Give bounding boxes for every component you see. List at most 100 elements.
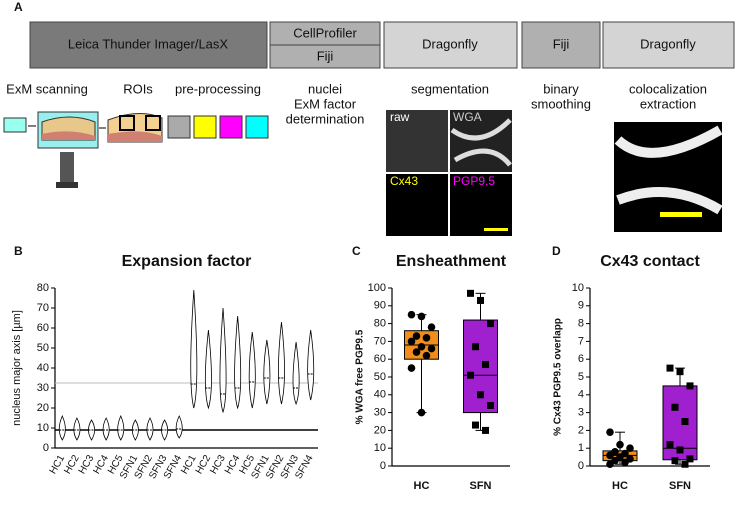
y-tick-label: 60 [374,353,386,365]
step-label: smoothing [531,96,591,111]
y-axis-label: nucleus major axis [µm] [11,310,23,426]
image-label: PGP9.5 [453,174,495,188]
tool-box [602,21,735,69]
point [472,343,479,351]
violin [117,415,125,441]
violin [102,417,110,441]
tool-label: Fiji [317,48,334,63]
point [666,441,674,449]
y-tick-label: 0 [380,460,386,472]
point [482,426,489,434]
y-tick-label: 8 [578,318,584,330]
point [412,332,421,340]
y-tick-label: 6 [578,353,584,365]
point [686,382,694,390]
point [422,334,431,342]
point [407,364,416,372]
step-label: nuclei [308,81,342,96]
chart-title: Expansion factor [122,253,252,270]
point [616,440,624,449]
x-tick-label: HC [612,480,628,492]
y-axis-label: % Cx43 PGP9.5 overlapp [553,318,564,436]
point [417,342,426,351]
point [467,289,474,297]
violin [204,329,212,410]
y-tick-label: 10 [374,442,386,454]
y-tick-label: 4 [578,389,584,401]
y-tick-label: 80 [374,318,386,330]
point [676,446,684,454]
point [477,296,484,304]
tool-label: Fiji [553,36,570,51]
y-tick-label: 2 [578,424,584,436]
y-tick-label: 3 [578,407,584,419]
tool-box [521,21,601,69]
point [676,368,684,376]
y-tick-label: 90 [374,300,386,312]
point [487,320,494,328]
violin [146,417,154,441]
y-tick-label: 20 [374,424,386,436]
y-tick-label: 0 [578,460,584,472]
point [427,344,436,353]
tool-box [269,44,381,69]
violin [248,331,256,409]
y-tick-label: 1 [578,442,584,454]
violin [234,315,242,410]
violin [73,417,81,441]
step-label: segmentation [411,81,489,96]
panel-letter: A [14,0,23,14]
y-tick-label: 5 [578,371,584,383]
y-tick-label: 50 [374,371,386,383]
y-tick-label: 10 [37,422,49,434]
y-tick-label: 40 [374,389,386,401]
point [407,310,416,319]
point [671,457,679,465]
step-label: ExM factor [294,96,357,111]
violin [278,321,285,405]
image-label: Cx43 [390,174,418,188]
panel-letter: C [352,244,361,258]
image-label: WGA [453,110,482,124]
point [681,418,689,425]
point [417,312,426,321]
y-tick-label: 10 [572,282,584,294]
tool-label: Dragonfly [640,36,696,51]
y-tick-label: 30 [374,407,386,419]
violin [292,341,300,406]
violin [263,339,271,405]
point [427,323,436,331]
illustration [3,110,723,236]
x-tick-label: SFN [470,480,492,492]
point [417,408,426,417]
point [606,428,614,436]
violin [219,307,227,414]
tool-box [383,21,518,69]
y-tick-label: 50 [37,342,49,354]
point [472,421,479,429]
panel-letter: B [14,244,23,258]
point [671,403,679,411]
point [606,451,614,460]
tool-box [29,21,268,69]
point [412,348,421,356]
point [467,371,474,379]
x-tick-label: HC [414,480,430,492]
violin [307,329,315,401]
point [681,460,689,468]
step-label: colocalization [629,81,707,96]
chart-title: Ensheathment [396,253,507,270]
point [626,444,634,453]
y-tick-label: 80 [37,282,49,294]
panel-letter: D [552,244,561,258]
tool-label: Leica Thunder Imager/LasX [68,36,229,51]
y-tick-label: 40 [37,362,49,374]
tool-label: Dragonfly [422,36,478,51]
violin [175,415,183,439]
y-tick-label: 60 [37,322,49,334]
violin [58,415,66,441]
point [477,391,484,399]
y-tick-label: 9 [578,300,584,312]
y-tick-label: 100 [368,282,386,294]
